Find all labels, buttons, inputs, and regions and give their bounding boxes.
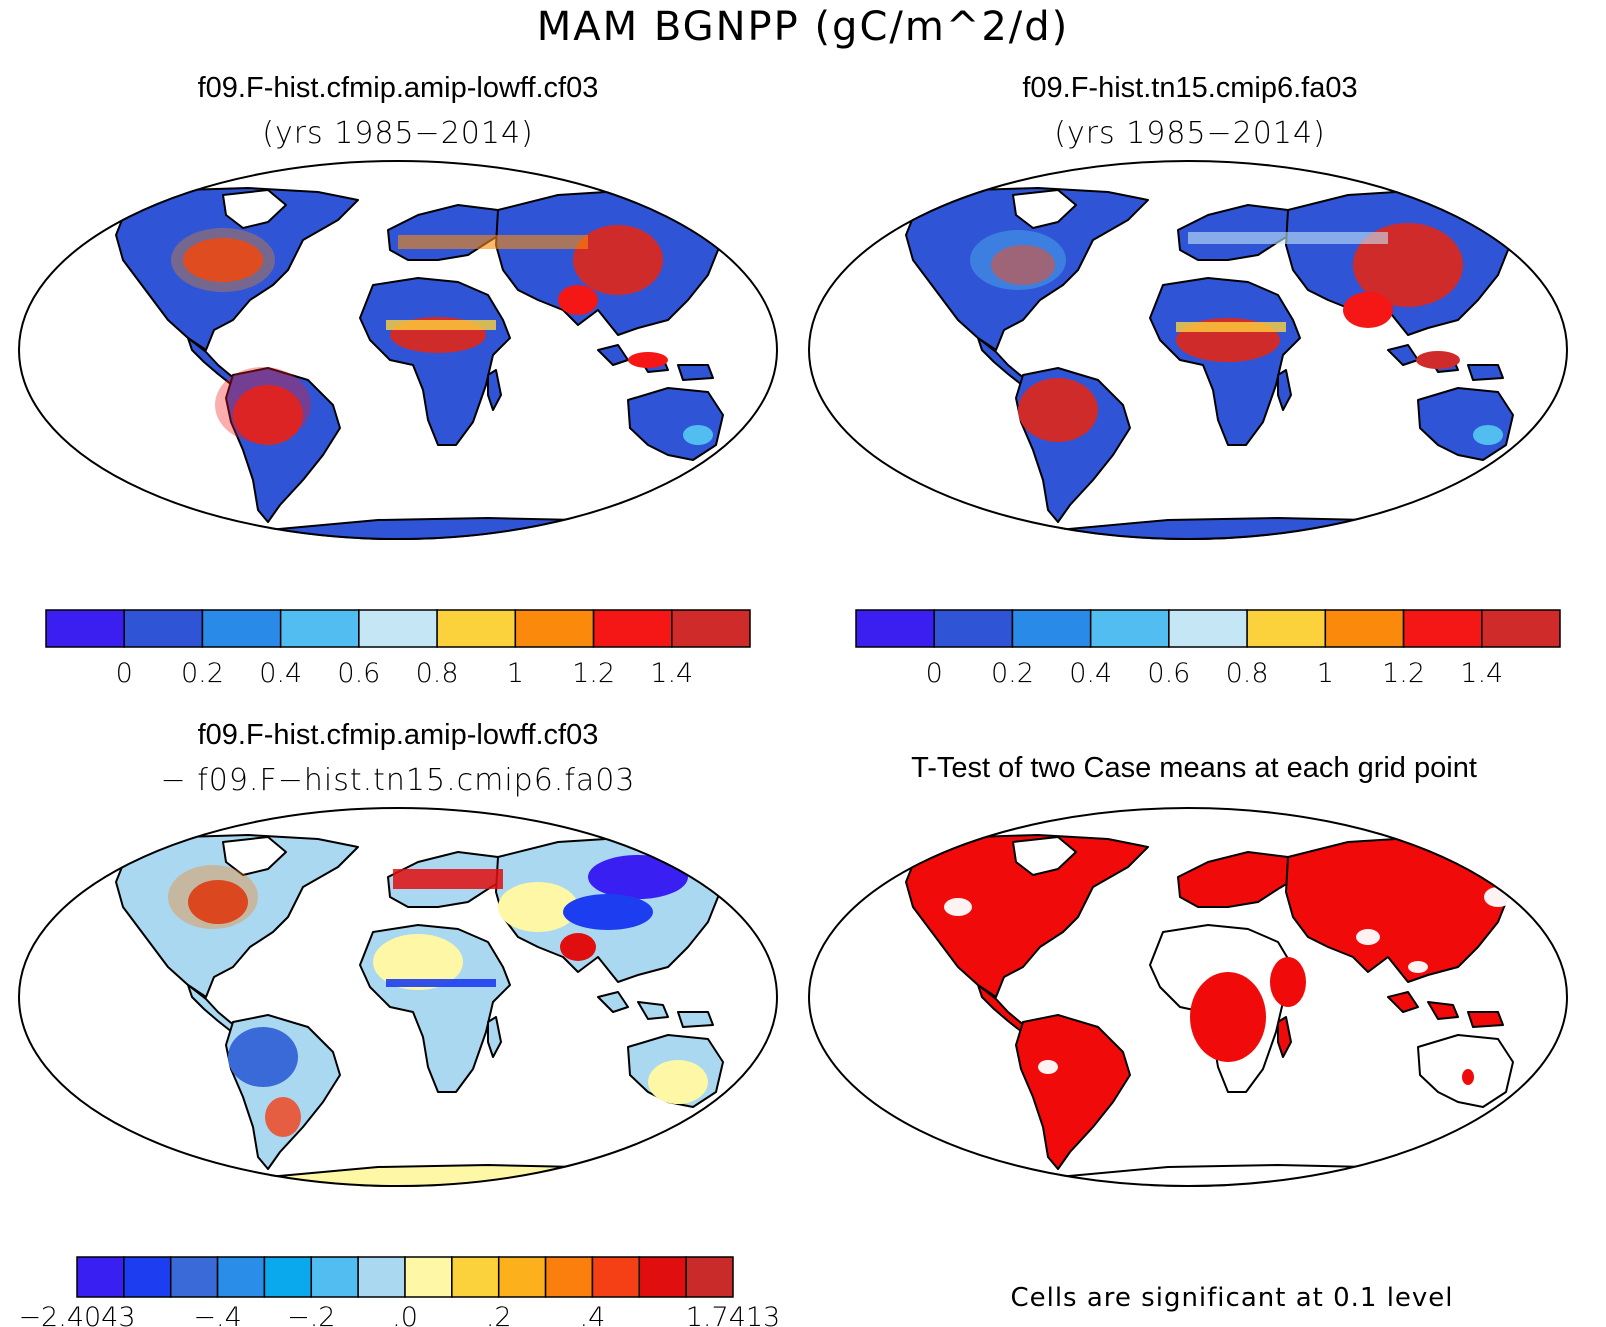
colorbar-tick-label: 0.2	[181, 658, 224, 689]
figure-title: MAM BGNPP (gC/m^2/d)	[537, 4, 1070, 50]
panel-ttest: T-Test of two Case means at each grid po…	[808, 752, 1568, 1313]
colorbar-tick-label: 0.2	[991, 658, 1034, 689]
colorbar-swatch	[404, 1256, 453, 1298]
colorbar-swatch	[123, 1256, 172, 1298]
colorbar-tick-label: −.2	[287, 1302, 335, 1327]
colorbar-swatch	[123, 609, 204, 648]
panel-case2-subtitle: (yrs 1985−2014)	[1054, 116, 1326, 151]
colorbar-swatch	[451, 1256, 500, 1298]
colorbar-tick-label: .2	[486, 1302, 512, 1327]
colorbar-swatch	[1011, 609, 1092, 648]
colorbar-swatch	[76, 1256, 125, 1298]
colorbar-tick-label: −2.4043	[18, 1302, 135, 1327]
colorbar-tick-label: .4	[580, 1302, 606, 1327]
map-ttest	[808, 807, 1568, 1187]
colorbar-swatch	[544, 1256, 594, 1298]
colorbar-case1: 0 0.2 0.4 0.6 0.8 1 1.2 1.4	[45, 609, 751, 689]
colorbar-tick-label: 0.4	[259, 658, 302, 689]
map-case1	[18, 160, 778, 540]
colorbar-tick-label: 1.7413	[686, 1302, 780, 1327]
colorbar-swatch	[514, 609, 595, 648]
panel-case1-subtitle: (yrs 1985−2014)	[262, 116, 534, 151]
colorbar-tick-label: 0	[926, 658, 943, 689]
colorbar-tick-label: 1.4	[1460, 658, 1503, 689]
colorbar-swatch	[436, 609, 517, 648]
colorbar-swatch	[1246, 609, 1327, 648]
colorbar-swatch	[169, 1256, 219, 1298]
colorbar-swatch	[685, 1256, 734, 1298]
colorbar-tick-label: 1.2	[1382, 658, 1425, 689]
colorbar-case2: 0 0.2 0.4 0.6 0.8 1 1.2 1.4	[855, 609, 1561, 689]
colorbar-swatch	[45, 609, 125, 648]
panel-diff-subtitle: − f09.F−hist.tn15.cmip6.fa03	[161, 763, 636, 798]
map-frame	[808, 807, 1568, 1187]
panel-ttest-title: T-Test of two Case means at each grid po…	[911, 752, 1477, 784]
map-case2	[808, 160, 1568, 540]
colorbar-swatch	[933, 609, 1014, 648]
colorbar-swatch	[357, 1256, 406, 1298]
panel-diff-title: f09.F-hist.cfmip.amip-lowff.cf03	[198, 719, 599, 751]
colorbar-tick-label: .0	[392, 1302, 418, 1327]
colorbar-swatch	[497, 1256, 547, 1298]
colorbar-swatch	[358, 609, 438, 648]
colorbar-tick-label: 1	[507, 658, 524, 689]
colorbar-tick-label: 0	[116, 658, 133, 689]
colorbar-swatch	[310, 1256, 359, 1298]
map-frame	[18, 807, 778, 1187]
colorbar-diff: −2.4043 −.4 −.2 .0 .2 .4 1.7413	[18, 1256, 780, 1327]
colorbar-swatch	[1481, 609, 1561, 648]
colorbar-tick-label: 1.4	[650, 658, 693, 689]
colorbar-swatch	[216, 1256, 266, 1298]
colorbar-tick-label: 0.6	[337, 658, 380, 689]
colorbar-swatch	[591, 1256, 641, 1298]
colorbar-tick-label: 0.8	[1226, 658, 1269, 689]
map-frame	[18, 160, 778, 540]
colorbar-tick-label: 1.2	[572, 658, 615, 689]
colorbar-tick-label: 1	[1317, 658, 1334, 689]
panel-case1-title: f09.F-hist.cfmip.amip-lowff.cf03	[198, 72, 599, 104]
map-frame	[808, 160, 1568, 540]
panel-case2-title: f09.F-hist.tn15.cmip6.fa03	[1022, 72, 1357, 104]
colorbar-swatch	[279, 609, 360, 648]
colorbar-tick-label: 0.4	[1069, 658, 1112, 689]
colorbar-swatch	[638, 1256, 687, 1298]
map-diff	[18, 807, 778, 1187]
colorbar-swatch	[1324, 609, 1405, 648]
panel-diff: f09.F-hist.cfmip.amip-lowff.cf03 − f09.F…	[18, 719, 780, 1327]
colorbar-swatch	[201, 609, 282, 648]
panel-case1: f09.F-hist.cfmip.amip-lowff.cf03 (yrs 19…	[18, 72, 778, 689]
colorbar-swatch	[1402, 609, 1483, 648]
colorbar-swatch	[1089, 609, 1170, 648]
colorbar-tick-label: 0.6	[1147, 658, 1190, 689]
colorbar-tick-label: 0.8	[416, 658, 459, 689]
colorbar-swatch	[671, 609, 751, 648]
colorbar-tick-label: −.4	[193, 1302, 241, 1327]
colorbar-swatch	[1168, 609, 1248, 648]
panel-case2: f09.F-hist.tn15.cmip6.fa03 (yrs 1985−201…	[808, 72, 1568, 689]
colorbar-swatch	[263, 1256, 313, 1298]
significance-note: Cells are significant at 0.1 level	[1010, 1283, 1453, 1313]
colorbar-swatch	[592, 609, 673, 648]
colorbar-swatch	[855, 609, 935, 648]
